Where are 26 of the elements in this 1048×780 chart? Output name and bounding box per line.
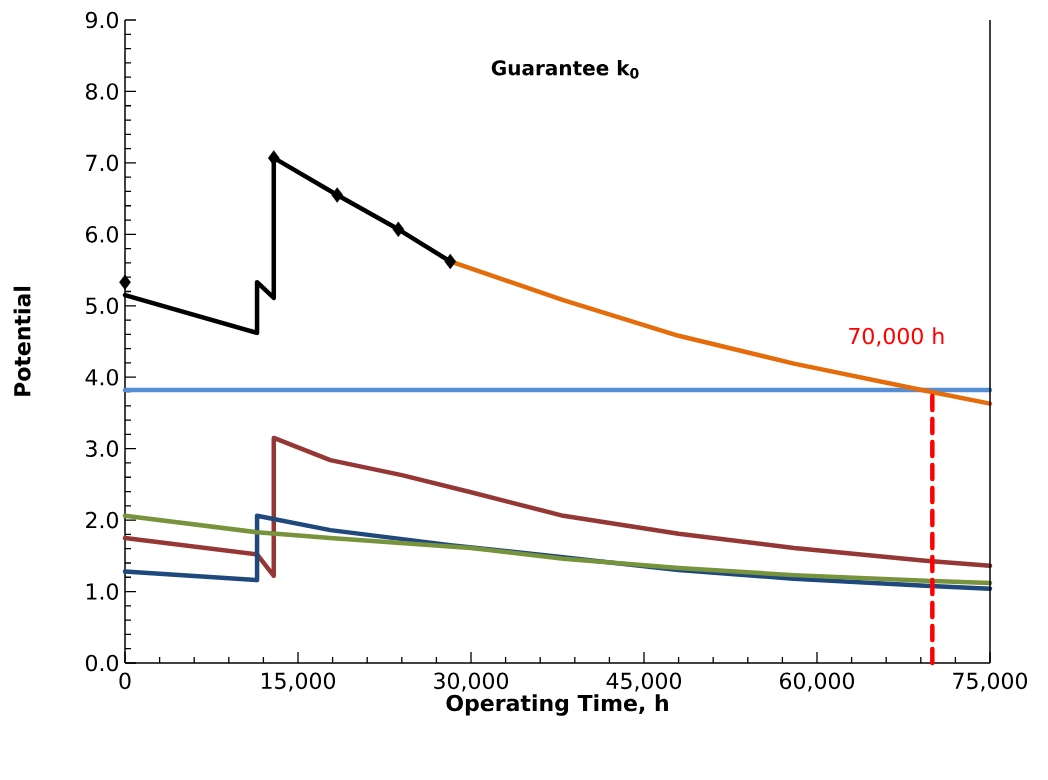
y-tick-label: 5.0 bbox=[86, 297, 118, 315]
annotation: 70,000 h bbox=[849, 327, 944, 347]
y-tick-label: 8.0 bbox=[85, 83, 118, 100]
x-tick-label: 30,000 bbox=[434, 672, 509, 692]
text: Guarantee k$_{0}$ bbox=[491, 59, 639, 79]
line-series bbox=[122, 435, 993, 579]
y-tick-label: 0.0 bbox=[85, 654, 118, 672]
y-tick-label: 3.0 bbox=[86, 440, 118, 457]
x-axis-title: Operating Time, h bbox=[446, 694, 668, 716]
point bbox=[119, 274, 131, 290]
point bbox=[392, 221, 405, 238]
y-tick-label: 1.0 bbox=[86, 583, 118, 600]
y-tick-label: 7.0 bbox=[86, 154, 118, 172]
point bbox=[444, 253, 457, 270]
y-axis-title: Potential bbox=[13, 286, 31, 396]
y-tick-label: 9.0 bbox=[85, 11, 118, 29]
x-tick-label: 15,000 bbox=[261, 672, 336, 692]
y-tick-label: 4.0 bbox=[85, 368, 118, 386]
y-tick-label: 6.0 bbox=[86, 226, 118, 243]
x-tick-label: 60,000 bbox=[780, 672, 855, 692]
x-tick-label: 45,000 bbox=[606, 672, 682, 692]
y-tick-label: 2.0 bbox=[86, 511, 118, 529]
x-tick-label: 75,000 bbox=[953, 672, 1028, 692]
point bbox=[267, 150, 280, 166]
x-tick-label: 0 bbox=[119, 672, 131, 690]
point bbox=[331, 187, 344, 203]
